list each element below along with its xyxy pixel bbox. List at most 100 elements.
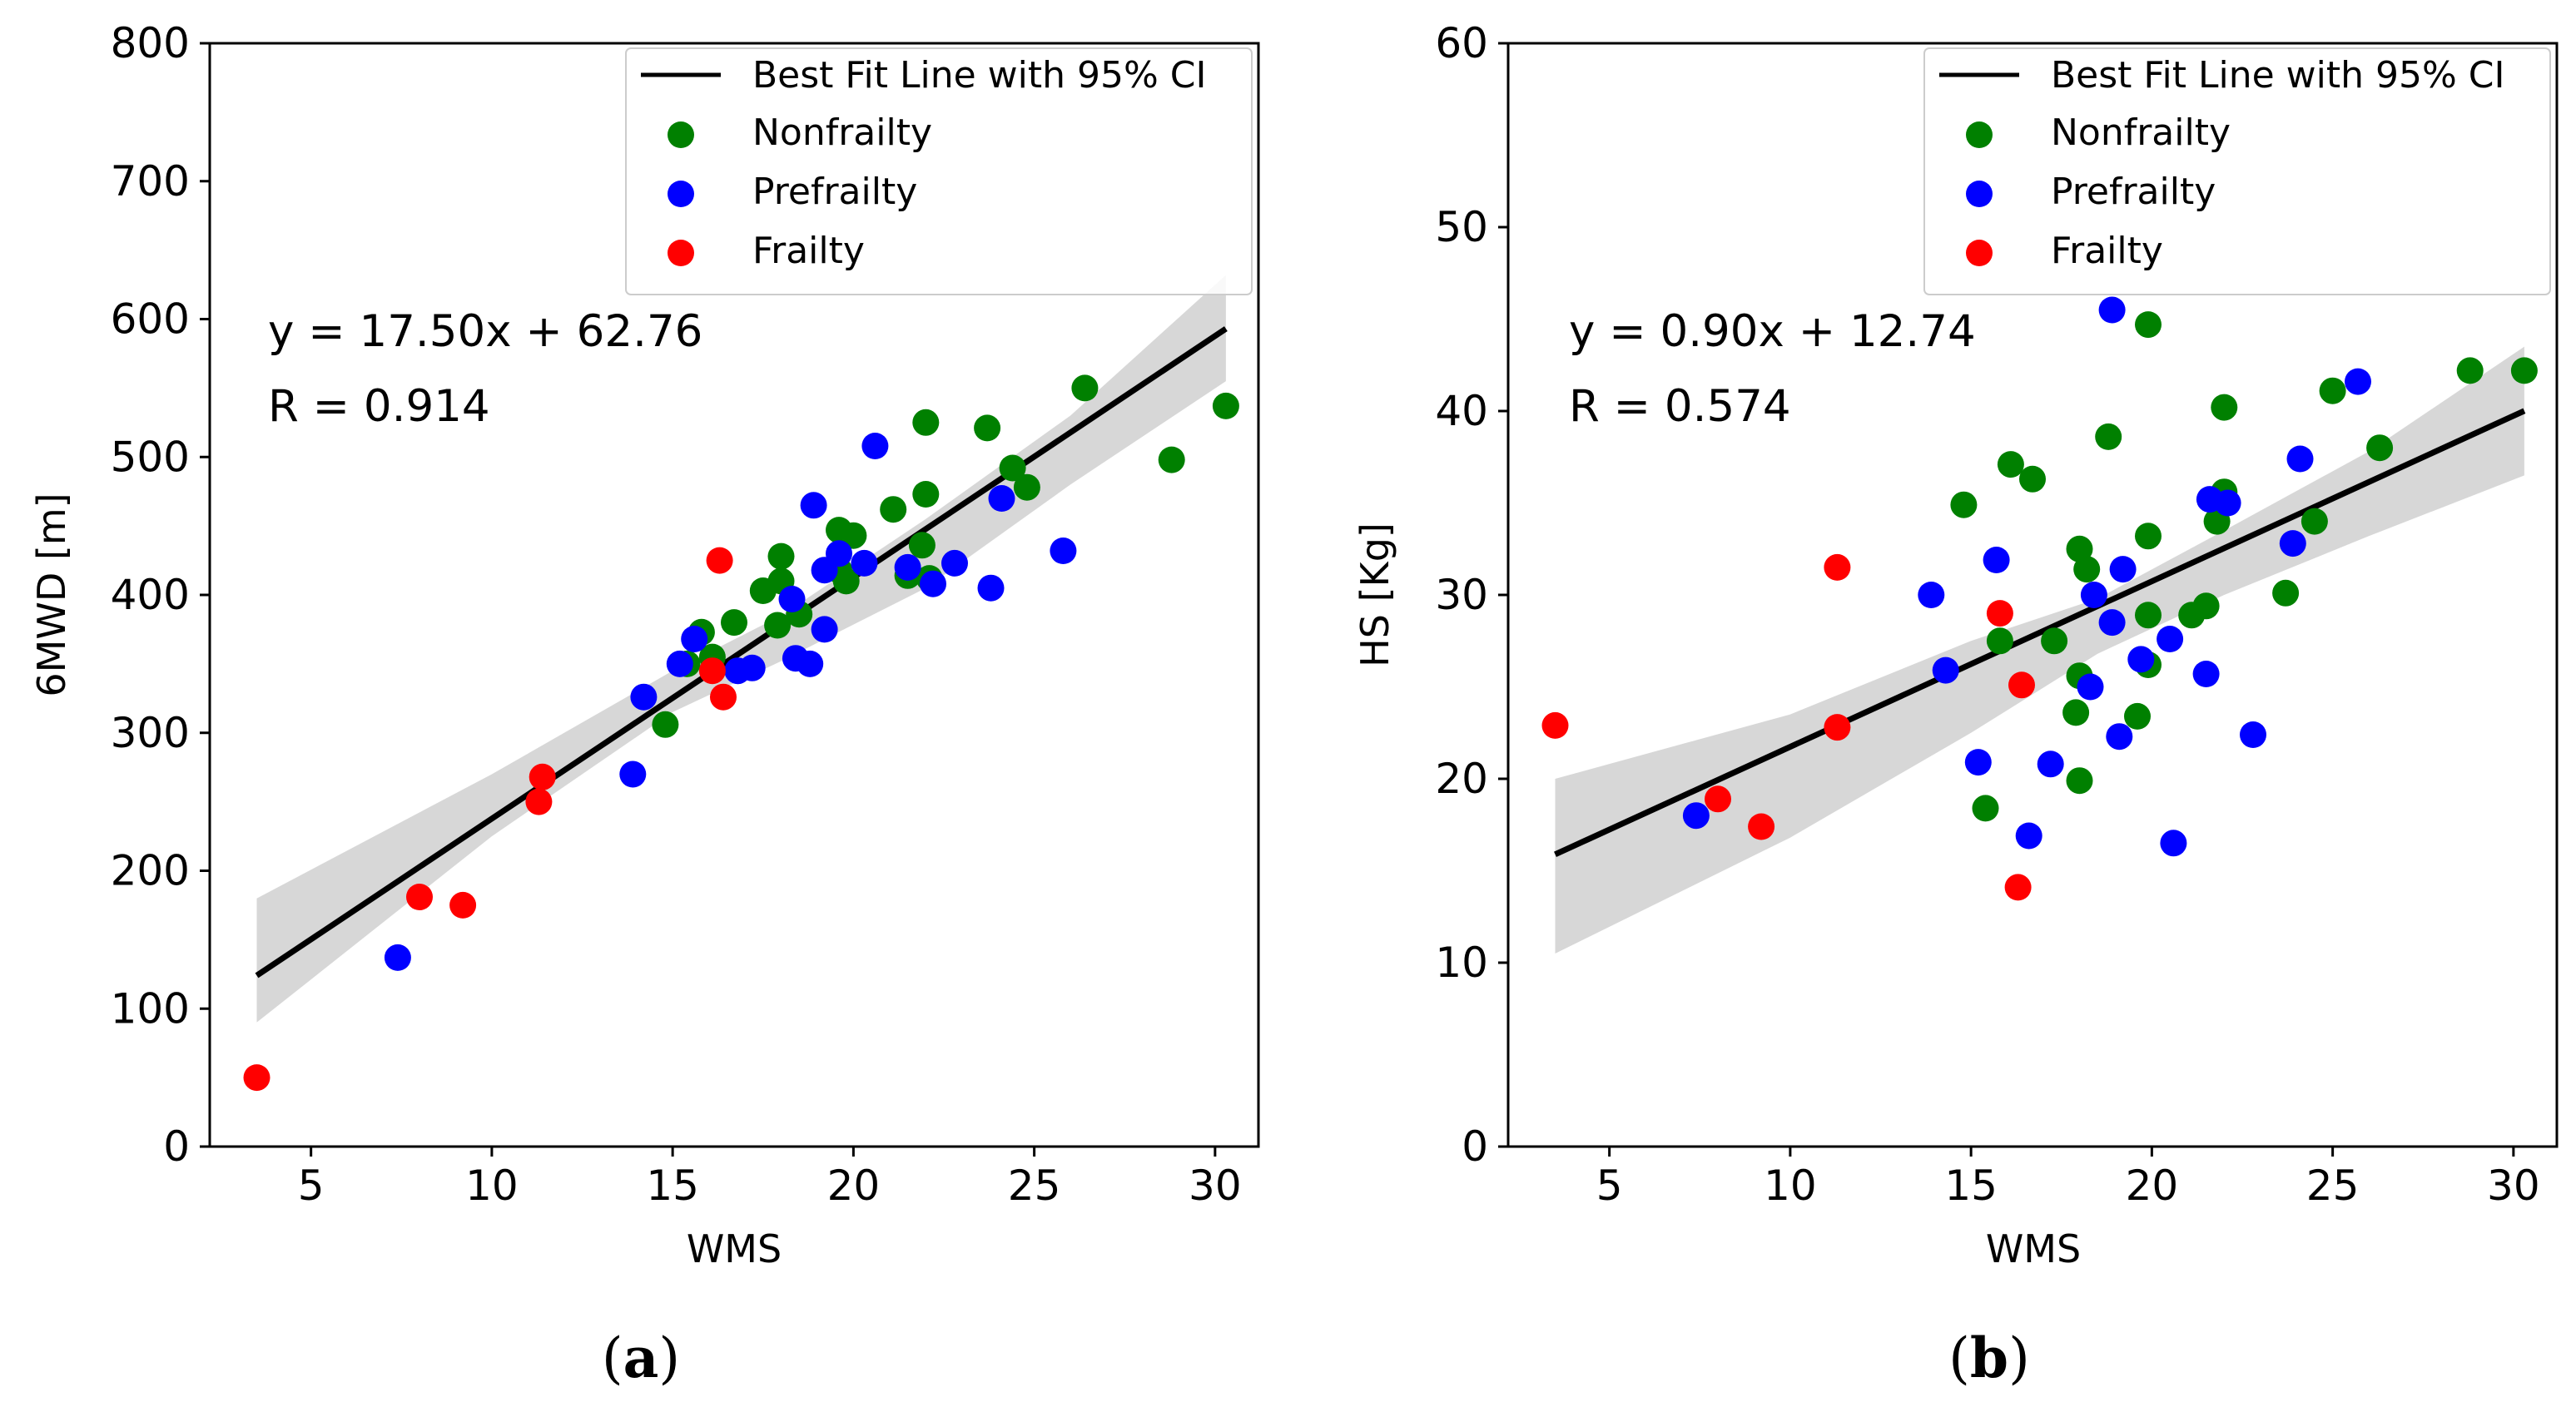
a-frailty-point (243, 1064, 271, 1092)
a-y-tick-label: 0 (163, 1122, 190, 1171)
a-x-tick-label: 15 (646, 1162, 699, 1210)
b-prefrailty-point (2080, 582, 2107, 608)
a-legend-prefrailty-marker (668, 181, 694, 207)
a-nonfrailty-point (840, 522, 867, 549)
b-nonfrailty-point (2178, 602, 2206, 629)
b-legend-box (1923, 47, 2551, 295)
a-x-tick-label: 25 (1008, 1162, 1061, 1210)
a-y-ticks: 0 100 200 300 400 500 600 700 800 (111, 19, 210, 1171)
b-prefrailty-point (1983, 547, 2010, 573)
a-y-tick-label: 500 (111, 433, 190, 481)
b-prefrailty-point (2037, 751, 2064, 778)
a-frailty-point (449, 891, 477, 919)
a-frailty-point (529, 763, 556, 790)
b-y-tick-label: 50 (1435, 203, 1488, 251)
b-nonfrailty-point (2366, 434, 2394, 462)
b-nonfrailty-point (1950, 491, 1978, 518)
b-x-tick-label: 30 (2487, 1162, 2540, 1210)
a-fit-line (255, 326, 1228, 978)
b-frailty-point (2008, 671, 2035, 699)
a-legend-box (625, 47, 1253, 295)
b-frailty-point (1541, 711, 1569, 739)
b-legend-frailty-marker (1966, 240, 1993, 266)
b-frailty-point (1705, 785, 1731, 813)
a-prefrailty-point (384, 944, 411, 971)
a-legend-frailty-marker (668, 240, 694, 266)
b-prefrailty-point (2106, 723, 2133, 751)
a-prefrailty-point (619, 760, 647, 788)
b-prefrailty-point (2192, 661, 2220, 687)
b-legend-nonfrailty-marker (1966, 121, 1993, 148)
b-r-value: R = 0.574 (1569, 381, 1791, 432)
b-fit-layer (1554, 408, 2526, 858)
a-y-axis-label: 6MWD [m] (29, 493, 74, 696)
b-prefrailty-point (1964, 749, 1992, 776)
a-frailty-point (706, 547, 733, 574)
b-nonfrailty-point (2510, 357, 2538, 384)
b-frailty-point (1986, 600, 2013, 627)
a-nonfrailty-point (1013, 473, 1040, 501)
b-nonfrailty-point (1986, 627, 2013, 655)
a-prefrailty-point (861, 433, 889, 459)
b-nonfrailty-point (2456, 357, 2484, 384)
a-nonfrailty-point (832, 567, 860, 595)
a-prefrailty-point (778, 586, 806, 612)
b-nonfrailty-point (2135, 602, 2162, 629)
a-nonfrailty-point (880, 496, 907, 523)
a-nonfrailty-point (721, 609, 747, 637)
b-prefrailty-point (2098, 609, 2126, 637)
b-legend-prefrailty-marker (1966, 181, 1993, 207)
a-y-tick-label: 100 (111, 984, 190, 1033)
a-nonfrailty-point (764, 612, 792, 639)
b-prefrailty-point (2098, 296, 2126, 324)
a-nonfrailty-point (912, 481, 940, 508)
b-nonfrailty-point (1972, 795, 1999, 822)
b-frailty-point (1824, 714, 1851, 741)
a-caption-letter: a (623, 1325, 659, 1390)
a-legend-nonfrailty-marker (668, 121, 694, 148)
b-nonfrailty-point (2041, 627, 2068, 655)
a-x-tick-label: 30 (1189, 1162, 1242, 1210)
a-prefrailty-point (666, 650, 693, 677)
b-prefrailty-point (2157, 626, 2184, 652)
b-caption-letter: b (1970, 1325, 2008, 1390)
a-x-tick-label: 10 (465, 1162, 519, 1210)
panel-b: 5 10 15 20 25 30 0 10 20 30 40 50 60 WMS HS [Kg] y … (1353, 19, 2559, 1390)
a-x-tick-label: 20 (827, 1162, 881, 1210)
b-x-tick-label: 20 (2126, 1162, 2179, 1210)
b-y-tick-label: 0 (1462, 1122, 1488, 1171)
b-y-tick-label: 40 (1435, 387, 1488, 435)
a-y-tick-label: 800 (111, 19, 190, 67)
a-legend-frailty-label: Frailty (752, 230, 865, 272)
b-prefrailty-point (2240, 721, 2266, 748)
b-legend-frailty-label: Frailty (2051, 230, 2163, 272)
a-nonfrailty-point (912, 409, 940, 436)
b-x-ticks: 5 10 15 20 25 30 (1596, 1147, 2540, 1210)
a-prefrailty-point (894, 553, 921, 581)
a-prefrailty-point (851, 549, 878, 577)
b-nonfrailty-point (2019, 465, 2046, 493)
a-prefrailty-point (920, 570, 946, 597)
b-fit-line (1554, 408, 2526, 858)
b-y-ticks: 0 10 20 30 40 50 60 (1435, 19, 1508, 1171)
b-frailty-point (1824, 553, 1851, 581)
a-y-tick-label: 200 (111, 847, 190, 895)
b-legend-nonfrailty-label: Nonfrailty (2051, 111, 2231, 154)
a-frailty-point (698, 657, 726, 685)
b-frailty-point (1748, 813, 1775, 840)
a-y-tick-label: 700 (111, 157, 190, 206)
b-prefrailty-point (2077, 673, 2104, 701)
b-equation: y = 0.90x + 12.74 (1569, 306, 1976, 357)
b-y-tick-label: 20 (1435, 755, 1488, 803)
a-prefrailty-point (800, 492, 827, 519)
b-frailty-point (2004, 874, 2032, 901)
a-legend: Best Fit Line with 95% CI Nonfrailty Pre… (625, 47, 1253, 295)
a-nonfrailty-point (999, 454, 1026, 482)
a-y-tick-label: 300 (111, 709, 190, 757)
panel-a: 5 10 15 20 25 30 0 100 200 300 400 500 600 700 800 WM… (29, 19, 1260, 1390)
b-y-tick-label: 30 (1435, 571, 1488, 619)
b-nonfrailty-point (2319, 377, 2346, 404)
b-nonfrailty-point (2272, 579, 2300, 607)
b-nonfrailty-point (2211, 394, 2238, 421)
